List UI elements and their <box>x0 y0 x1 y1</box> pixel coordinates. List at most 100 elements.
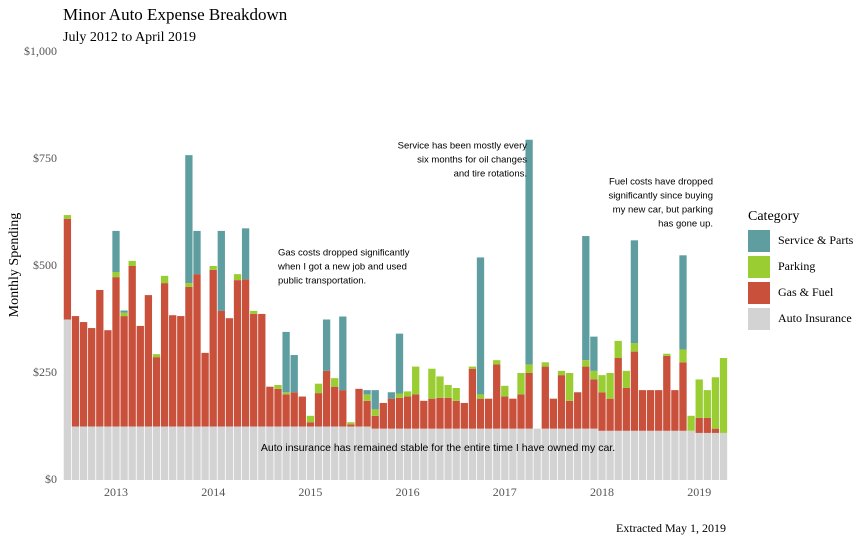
bar-segment <box>290 426 298 480</box>
bar-segment <box>452 400 460 429</box>
legend-label: Gas & Fuel <box>778 285 834 299</box>
bar-segment <box>314 426 323 480</box>
chart-subtitle: July 2012 to April 2019 <box>63 30 196 45</box>
y-axis-title: Monthly Spending <box>7 213 22 318</box>
bar-segment <box>630 240 639 344</box>
bar-segment <box>468 366 477 369</box>
bar-segment <box>476 394 485 399</box>
bar-segment <box>452 387 460 401</box>
bar-segment <box>590 336 598 371</box>
bar-segment <box>655 430 663 480</box>
bar-segment <box>225 318 234 427</box>
bar-segment <box>120 310 128 313</box>
bar-segment <box>679 255 687 350</box>
bar-segment <box>217 310 225 427</box>
legend-swatch <box>748 230 770 252</box>
bar-segment <box>379 428 387 480</box>
bar-segment <box>241 279 250 427</box>
bar-segment <box>339 390 347 427</box>
bar-segment <box>233 426 242 480</box>
bar-segment <box>614 430 622 480</box>
bar-segment <box>614 358 622 431</box>
bar-segment <box>387 428 396 480</box>
annotation: significantly since buying <box>608 191 713 202</box>
x-tick-label: 2016 <box>396 485 420 499</box>
bar-segment <box>452 428 460 480</box>
bar-segment <box>266 426 274 480</box>
bar-segment <box>638 390 647 431</box>
bar-segment <box>217 230 225 311</box>
bar-segment <box>395 333 404 394</box>
bar-segment <box>420 428 428 480</box>
bar-segment <box>152 357 161 427</box>
bar-segment <box>314 383 323 394</box>
bar-segment <box>88 328 96 427</box>
bar-segment <box>695 417 703 433</box>
bar-segment <box>96 426 104 480</box>
bar-segment <box>517 428 525 480</box>
bar-segment <box>387 398 396 429</box>
bar-segment <box>671 390 679 431</box>
bar-segment <box>128 260 136 266</box>
bar-segment <box>598 392 606 431</box>
bar-segment <box>209 269 217 427</box>
bar-segment <box>444 397 452 429</box>
annotation: Service has been mostly every <box>398 141 528 152</box>
bar-segment <box>128 266 136 427</box>
bar-segment <box>152 354 161 358</box>
bar-segment <box>314 393 323 427</box>
bar-segment <box>574 428 582 480</box>
x-tick-label: 2015 <box>298 485 322 499</box>
bar-segment <box>250 310 258 314</box>
bar-segment <box>598 430 606 480</box>
bar-segment <box>233 280 242 427</box>
bar-segment <box>306 422 315 427</box>
bar-segment <box>274 388 282 427</box>
annotation: public transportation. <box>278 276 366 287</box>
bar-segment <box>420 400 428 429</box>
bar-segment <box>209 426 217 480</box>
bar-segment <box>476 428 485 480</box>
bar-segment <box>428 368 436 399</box>
bar-segment <box>160 283 169 427</box>
bar-segment <box>671 430 679 480</box>
bar-segment <box>533 428 541 480</box>
bar-segment <box>590 428 598 480</box>
bar-segment <box>258 313 266 427</box>
bar-segment <box>160 275 169 284</box>
bar-segment <box>565 428 574 480</box>
bar-segment <box>266 386 274 427</box>
bar-segment <box>217 426 225 480</box>
bar-segment <box>630 343 639 352</box>
bar-segment <box>79 322 88 427</box>
bar-segment <box>169 315 177 427</box>
bar-segment <box>428 428 436 480</box>
bar-segment <box>582 360 590 367</box>
bar-segment <box>646 390 655 431</box>
bar-segment <box>371 428 379 480</box>
bar-segment <box>169 426 177 480</box>
bar-segment <box>112 230 120 272</box>
bar-segment <box>574 392 582 429</box>
bar-segment <box>403 428 412 480</box>
bar-segment <box>436 397 444 429</box>
bar-segment <box>517 394 525 429</box>
bar-segment <box>306 426 315 480</box>
bar-segment <box>403 396 412 429</box>
bar-segment <box>468 368 477 429</box>
bar-segment <box>331 426 339 480</box>
bar-segment <box>436 428 444 480</box>
bar-segment <box>112 277 120 427</box>
bar-segment <box>679 362 687 431</box>
bar-segment <box>719 358 728 433</box>
bar-segment <box>501 396 509 429</box>
bar-segment <box>582 236 590 361</box>
bar-segment <box>557 428 566 480</box>
bar-segment <box>565 400 574 429</box>
bar-segment <box>363 400 371 427</box>
bar-segment <box>112 426 120 480</box>
bar-segment <box>290 355 298 393</box>
bar-segment <box>703 432 711 480</box>
bar-segment <box>590 370 598 380</box>
